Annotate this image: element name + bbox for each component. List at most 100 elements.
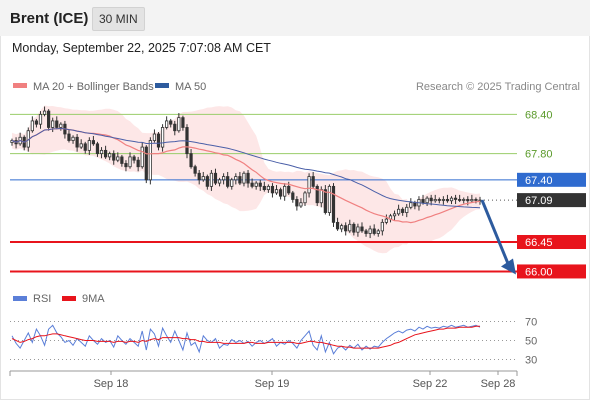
candle-bear: [189, 153, 193, 168]
candle-bull: [177, 117, 181, 132]
candle-bear: [466, 199, 470, 202]
candle-bull: [380, 221, 384, 232]
candle-bear: [258, 182, 262, 187]
candle-bear: [193, 166, 197, 174]
candle-bull: [283, 185, 287, 197]
x-tick-label: Sep 28: [481, 378, 516, 390]
rsi-ma-line: [11, 325, 480, 349]
candle-bull: [71, 136, 75, 141]
candle-bear: [287, 185, 291, 194]
bollinger-bands: [12, 105, 480, 254]
candle-bull: [299, 202, 303, 207]
candle-bull: [319, 189, 323, 204]
forecast-arrow-head: [501, 258, 516, 275]
candle-bear: [47, 110, 51, 128]
legend-swatch-9ma: [62, 296, 76, 301]
forecast-arrow-icon: [480, 199, 516, 275]
candle-bull: [160, 127, 165, 148]
candle-bear: [197, 172, 201, 181]
candle-bull: [234, 176, 238, 181]
candle-bear: [278, 189, 283, 197]
candle-bull: [449, 197, 454, 202]
candlesticks: [10, 106, 482, 239]
rsi-tick-70: 70: [525, 317, 537, 329]
candle-bull: [470, 199, 474, 202]
candle-bull: [201, 176, 205, 181]
candle-bull: [209, 172, 214, 187]
candle-bear: [169, 120, 173, 125]
candle-bear: [262, 185, 266, 191]
candle-bull: [396, 208, 401, 215]
candle-bear: [181, 117, 185, 128]
candle-bear: [120, 156, 124, 164]
candle-bear: [413, 202, 417, 207]
level-label-66.00: 66.00: [525, 266, 553, 278]
candle-bull: [116, 156, 120, 161]
x-axis: Sep 18 Sep 19 Sep 22 Sep 28: [9, 370, 518, 390]
candle-bull: [376, 230, 380, 234]
candle-bear: [331, 185, 336, 223]
candle-bear: [372, 228, 376, 234]
copyright-note: Research © 2025 Trading Central: [416, 81, 580, 93]
legend-swatch-ma50: [155, 83, 169, 88]
level-label-67.09: 67.09: [525, 195, 553, 207]
candle-bear: [360, 226, 364, 232]
candle-bear: [205, 176, 209, 187]
candle-bear: [458, 199, 462, 201]
price-legend: MA 20 + Bollinger Bands MA 50 Research ©…: [13, 81, 580, 93]
candle-bear: [95, 143, 100, 155]
legend-label-ma20: MA 20 + Bollinger Bands: [33, 81, 154, 93]
candle-bear: [352, 223, 356, 233]
candle-bull: [38, 113, 43, 125]
rsi-legend: RSI 9MA: [13, 293, 105, 305]
candle-bear: [421, 199, 425, 204]
candle-bear: [112, 153, 116, 161]
support-resistance-levels: 68.40 67.80 67.40 67.09 66.45 66.00: [10, 109, 586, 279]
timeframe-badge[interactable]: 30 MIN: [92, 7, 145, 31]
candle-bull: [42, 110, 47, 115]
candle-bull: [425, 197, 429, 204]
candle-bull: [307, 176, 311, 194]
candle-bear: [474, 199, 478, 201]
ma50-line: [11, 127, 481, 209]
candle-bear: [246, 172, 250, 184]
forecast-arrow-shaft: [480, 199, 512, 270]
candle-bull: [99, 149, 104, 155]
candle-bear: [34, 120, 39, 125]
candle-bull: [140, 146, 144, 168]
candle-bull: [266, 185, 270, 191]
candle-bear: [445, 199, 450, 202]
candle-bear: [136, 159, 140, 168]
candle-bull: [165, 120, 169, 128]
candle-bull: [242, 172, 246, 184]
candle-bull: [128, 156, 132, 168]
candle-bear: [144, 146, 148, 181]
candle-bull: [340, 225, 344, 230]
candle-bull: [108, 153, 112, 158]
moving-averages: [11, 127, 481, 224]
x-tick-label: Sep 18: [94, 378, 129, 390]
candle-bull: [79, 143, 83, 148]
legend-label-rsi: RSI: [33, 293, 51, 305]
candle-bear: [173, 123, 177, 132]
candle-bull: [87, 140, 91, 151]
candle-bear: [315, 185, 319, 204]
rsi-tick-30: 30: [525, 355, 537, 367]
candle-bear: [270, 185, 275, 194]
candle-bull: [348, 223, 352, 232]
header-bar: Brent (ICE) 30 MIN: [0, 0, 590, 36]
candle-bull: [222, 176, 226, 181]
candle-bull: [30, 120, 34, 132]
legend-swatch-ma20: [13, 83, 27, 88]
candle-bull: [254, 182, 258, 187]
legend-label-9ma: 9MA: [82, 293, 105, 305]
candle-bear: [335, 221, 340, 230]
candle-bear: [91, 140, 96, 145]
candle-bear: [429, 197, 433, 202]
candle-bull: [274, 189, 279, 194]
candle-bull: [230, 179, 234, 187]
candle-bear: [238, 176, 242, 184]
candle-bear: [291, 192, 295, 200]
candle-bear: [213, 172, 218, 184]
